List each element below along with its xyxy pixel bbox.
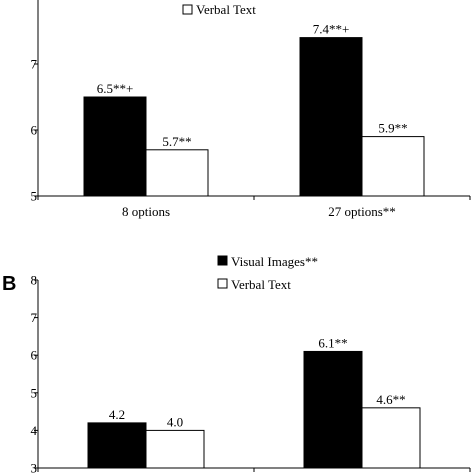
y-tick-label-b: 5 bbox=[31, 385, 38, 400]
bar-b-verbal-text bbox=[145, 429, 205, 469]
data-label-a: 7.4**+ bbox=[313, 22, 350, 37]
legend-label-visual-images: Visual Images** bbox=[231, 254, 318, 269]
data-label-b: 4.0 bbox=[167, 414, 183, 429]
bar-a-visual-images bbox=[83, 96, 147, 197]
data-label-b: 4.2 bbox=[109, 407, 125, 422]
y-tick-label-a: 7 bbox=[31, 57, 38, 72]
legend-swatch-visual-images bbox=[217, 255, 228, 266]
bar-b-visual-images bbox=[303, 350, 363, 469]
plot-area-b: 3 4 5 6 7 8 4.2 4.0 6.1** 4.6** bbox=[31, 273, 471, 474]
y-tick-label-b: 3 bbox=[31, 461, 38, 474]
panel-a: Verbal Text 5 6 7 6.5**+ 5.7** 8 options 7.4**… bbox=[31, 0, 471, 219]
legend-a: Verbal Text bbox=[182, 2, 256, 17]
y-tick-label-b: 8 bbox=[31, 273, 38, 288]
legend-b: Visual Images** Verbal Text bbox=[217, 254, 318, 292]
bar-a-verbal-text bbox=[361, 136, 425, 197]
y-tick-label-b: 4 bbox=[31, 423, 38, 438]
y-tick-label-a: 5 bbox=[31, 189, 38, 204]
bar-a-visual-images bbox=[299, 37, 363, 197]
x-category-label-a: 27 options** bbox=[328, 204, 396, 219]
x-category-label-a: 8 options bbox=[122, 204, 170, 219]
legend-swatch-verbal-text bbox=[217, 278, 228, 289]
panel-label-b: B bbox=[2, 273, 16, 295]
legend-label-verbal-text: Verbal Text bbox=[231, 277, 291, 292]
data-label-b: 4.6** bbox=[376, 392, 405, 407]
bar-a-verbal-text bbox=[145, 149, 209, 197]
panel-b: B Visual Images** Verbal Text 3 4 5 6 7 8 4.2 4… bbox=[2, 254, 471, 474]
bar-b-verbal-text bbox=[361, 407, 421, 469]
legend-label-verbal-text: Verbal Text bbox=[196, 2, 256, 17]
y-tick-label-b: 6 bbox=[31, 348, 38, 363]
legend-swatch-verbal-text bbox=[182, 4, 193, 15]
y-tick-label-a: 6 bbox=[31, 123, 38, 138]
data-label-a: 5.7** bbox=[162, 134, 191, 149]
data-label-a: 5.9** bbox=[378, 121, 407, 136]
plot-area-a: 5 6 7 6.5**+ 5.7** 8 options 7.4**+ 5.9** 27 opt… bbox=[31, 0, 471, 219]
data-label-b: 6.1** bbox=[318, 335, 347, 350]
bar-b-visual-images bbox=[87, 422, 147, 469]
y-tick-label-b: 7 bbox=[31, 310, 38, 325]
data-label-a: 6.5**+ bbox=[97, 81, 134, 96]
